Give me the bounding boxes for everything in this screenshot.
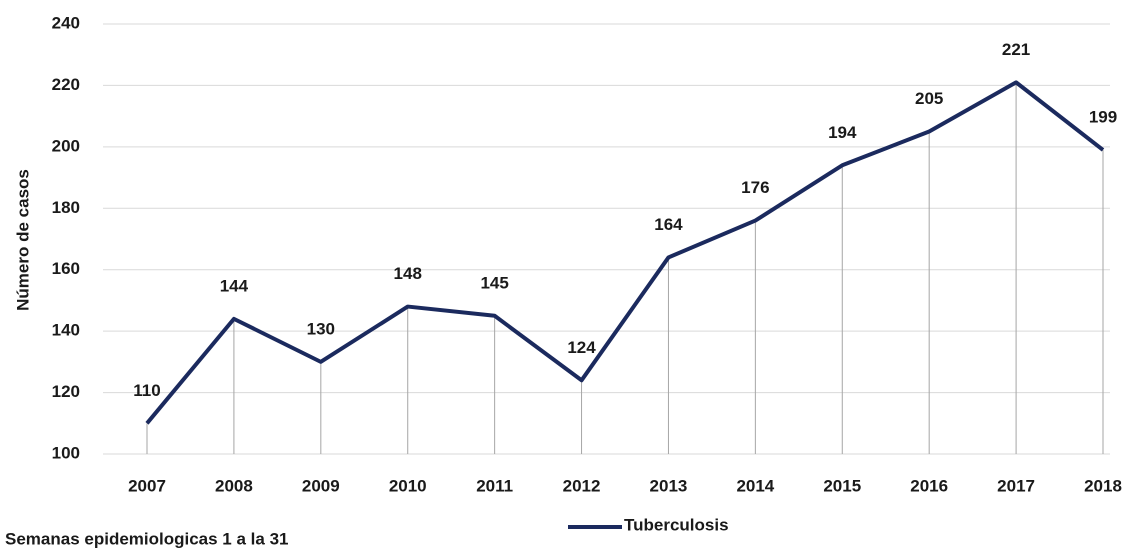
data-label: 221 <box>1002 40 1030 59</box>
data-label: 164 <box>654 215 683 234</box>
data-label: 110 <box>133 381 160 400</box>
data-label: 144 <box>220 276 249 295</box>
y-tick-label: 120 <box>52 382 80 401</box>
y-tick-label: 140 <box>52 321 80 340</box>
x-tick-label: 2011 <box>476 476 513 495</box>
y-tick-label: 180 <box>52 198 80 217</box>
x-tick-label: 2014 <box>736 476 774 495</box>
line <box>145 80 1105 425</box>
x-tick-label: 2010 <box>389 476 427 495</box>
data-label: 124 <box>567 338 596 357</box>
data-label: 145 <box>480 273 508 292</box>
note: Semanas epidemiologicas 1 a la 31 <box>5 529 288 548</box>
y-tick-label: 200 <box>52 136 80 155</box>
data-label: 130 <box>307 319 335 338</box>
x-tick-label: 2007 <box>128 476 166 495</box>
x-tick-label: 2017 <box>997 476 1035 495</box>
data-label: 176 <box>741 178 769 197</box>
data-label: 194 <box>828 123 857 142</box>
x-tick-label: 2012 <box>563 476 601 495</box>
x-tick-label: 2009 <box>302 476 340 495</box>
x-tick-label: 2015 <box>823 476 861 495</box>
x-tick-label: 2016 <box>910 476 948 495</box>
legend-label: Tuberculosis <box>624 515 729 534</box>
y-tick-label: 100 <box>52 443 80 462</box>
data-label: 199 <box>1089 107 1117 126</box>
y-tick-label: 160 <box>52 259 80 278</box>
y-axis-label: Número de casos <box>13 169 32 311</box>
y-tick-label: 220 <box>52 75 80 94</box>
x-tick-label: 2013 <box>650 476 688 495</box>
data-label: 205 <box>915 89 943 108</box>
x-tick-label: 2008 <box>215 476 253 495</box>
y-tick-label: 240 <box>52 13 80 32</box>
x-tick-label: 2018 <box>1084 476 1122 495</box>
data-label: 148 <box>394 264 422 283</box>
